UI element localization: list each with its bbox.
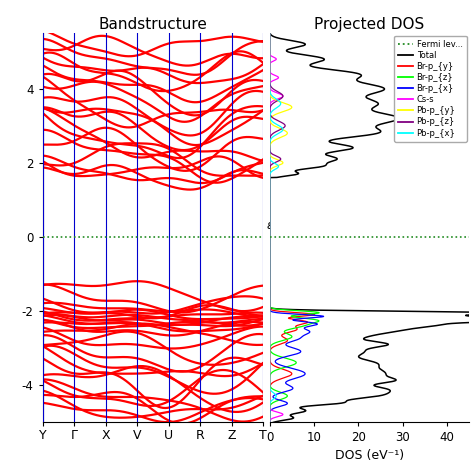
Text: $\varepsilon_F$: $\varepsilon_F$ [266, 221, 279, 234]
Title: Projected DOS: Projected DOS [314, 17, 425, 32]
Legend: Fermi lev..., Total, Br-p_{y}, Br-p_{z}, Br-p_{x}, Cs-s, Pb-p_{y}, Pb-p_{z}, Pb-: Fermi lev..., Total, Br-p_{y}, Br-p_{z},… [394, 36, 467, 142]
Title: Bandstructure: Bandstructure [99, 17, 208, 32]
X-axis label: DOS (eV⁻¹): DOS (eV⁻¹) [335, 449, 404, 463]
